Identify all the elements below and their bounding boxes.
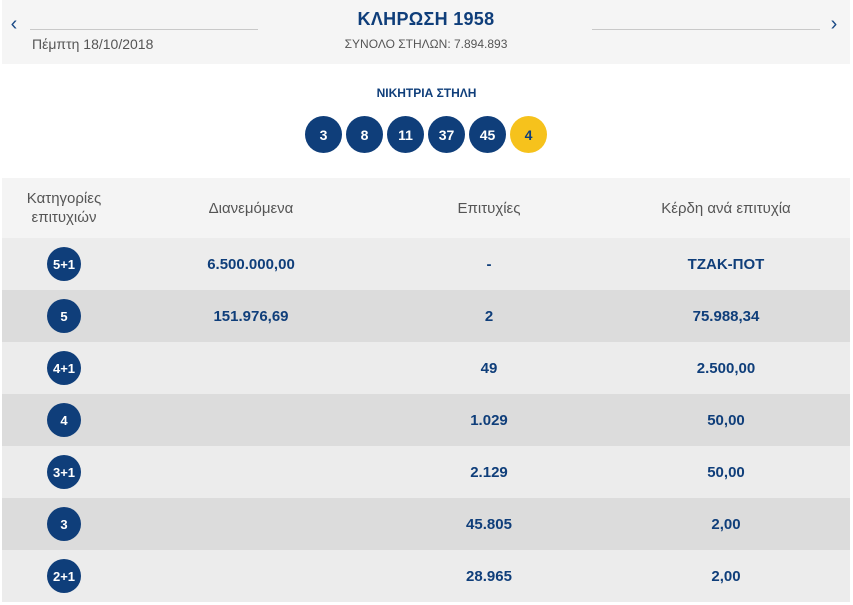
category-badge: 4	[47, 403, 81, 437]
number-ball: 8	[346, 116, 383, 153]
category-badge: 5	[47, 299, 81, 333]
winners-value: 1.029	[470, 411, 508, 429]
prize-value: 50,00	[707, 411, 745, 429]
table-row: 5 151.976,69 2 75.988,34	[2, 290, 850, 342]
column-header-distributed: Διανεμόμενα	[208, 199, 294, 217]
prize-table: Κατηγορίες επιτυχιών Διανεμόμενα Επιτυχί…	[2, 178, 850, 602]
distributed-value	[126, 498, 376, 550]
winners-value: -	[486, 255, 492, 273]
chevron-right-icon[interactable]: ›	[830, 13, 838, 35]
distributed-value: 151.976,69	[213, 307, 289, 325]
category-badge: 3	[47, 507, 81, 541]
chevron-left-icon[interactable]: ‹	[10, 13, 18, 35]
draw-header: ‹ Πέμπτη 18/10/2018 ΚΛΗΡΩΣΗ 1958 ΣΥΝΟΛΟ …	[2, 0, 850, 64]
prize-value: ΤΖΑΚ-ΠΟΤ	[687, 255, 765, 273]
table-row: 2+1 28.965 2,00	[2, 550, 850, 602]
number-ball: 11	[387, 116, 424, 153]
divider	[30, 29, 258, 30]
winners-value: 2.129	[470, 463, 508, 481]
table-row: 4+1 49 2.500,00	[2, 342, 850, 394]
table-header: Κατηγορίες επιτυχιών Διανεμόμενα Επιτυχί…	[2, 178, 850, 238]
distributed-value: 6.500.000,00	[207, 255, 295, 273]
table-row: 5+1 6.500.000,00 - ΤΖΑΚ-ΠΟΤ	[2, 238, 850, 290]
table-row: 3+1 2.129 50,00	[2, 446, 850, 498]
distributed-value	[126, 446, 376, 498]
bonus-ball: 4	[510, 116, 547, 153]
prize-value: 75.988,34	[692, 307, 760, 325]
distributed-value	[126, 342, 376, 394]
divider	[592, 29, 820, 30]
table-row: 4 1.029 50,00	[2, 394, 850, 446]
winning-combination-label: ΝΙΚΗΤΡΙΑ ΣΤΗΛΗ	[376, 86, 477, 100]
column-header-category: Κατηγορίες επιτυχιών	[26, 190, 102, 226]
prize-value: 50,00	[707, 463, 745, 481]
winners-value: 2	[484, 307, 494, 325]
distributed-value	[126, 550, 376, 602]
category-badge: 3+1	[47, 455, 81, 489]
prize-value: 2,00	[711, 567, 741, 585]
table-row: 3 45.805 2,00	[2, 498, 850, 550]
category-badge: 4+1	[47, 351, 81, 385]
number-ball: 37	[428, 116, 465, 153]
category-badge: 2+1	[47, 559, 81, 593]
draw-date: Πέμπτη 18/10/2018	[32, 36, 154, 52]
winning-numbers: 3 8 11 37 45 4	[305, 116, 547, 153]
winners-value: 28.965	[466, 567, 512, 585]
draw-total-columns: ΣΥΝΟΛΟ ΣΤΗΛΩΝ: 7.894.893	[344, 37, 508, 51]
distributed-value	[126, 394, 376, 446]
prize-value: 2.500,00	[696, 359, 756, 377]
winners-value: 45.805	[466, 515, 512, 533]
prize-value: 2,00	[711, 515, 741, 533]
column-header-prize: Κέρδη ανά επιτυχία	[661, 199, 791, 217]
column-header-winners: Επιτυχίες	[457, 199, 521, 217]
number-ball: 3	[305, 116, 342, 153]
winners-value: 49	[480, 359, 498, 377]
number-ball: 45	[469, 116, 506, 153]
draw-title: ΚΛΗΡΩΣΗ 1958	[357, 9, 495, 29]
category-badge: 5+1	[47, 247, 81, 281]
